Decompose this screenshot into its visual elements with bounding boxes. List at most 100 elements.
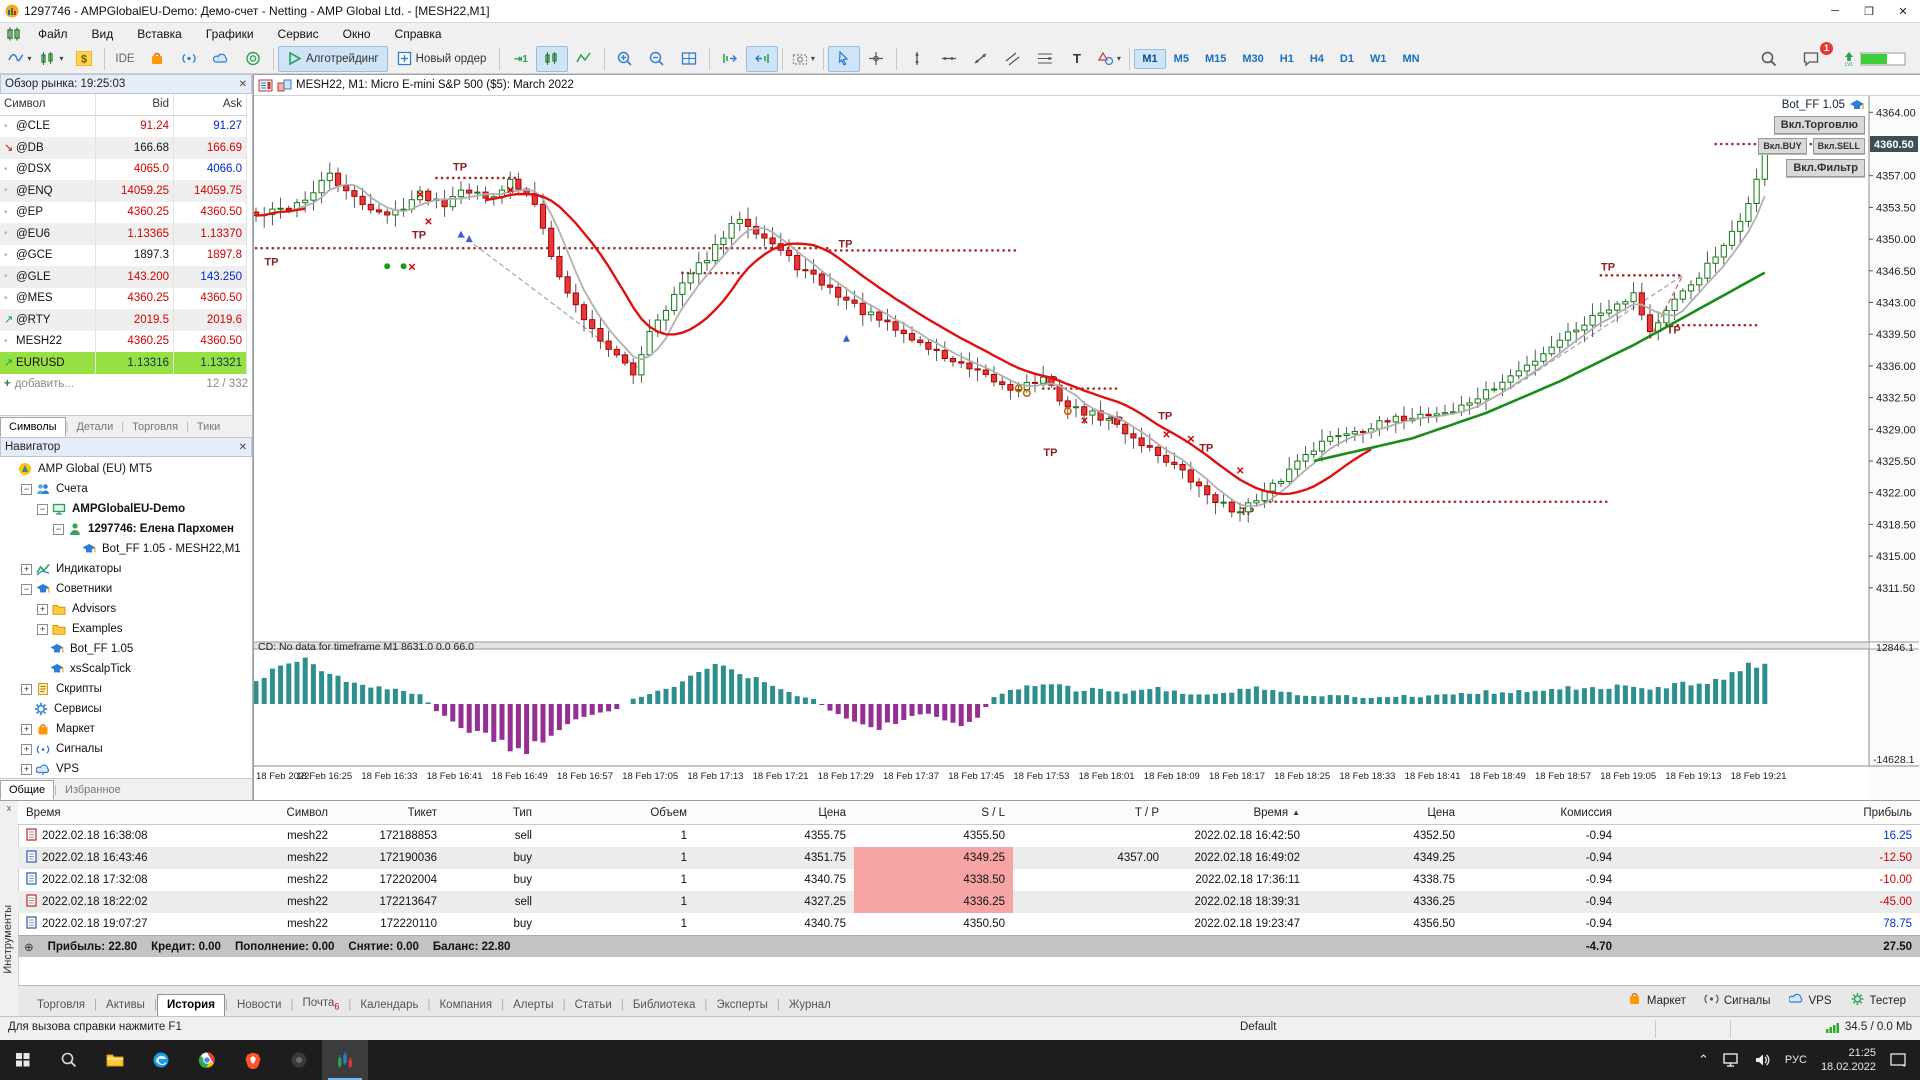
mw-symbol-@DSX[interactable]: • @DSX [0, 158, 96, 180]
toolbox-tab-Почта[interactable]: Почта6 [302, 996, 340, 1011]
text-button[interactable]: T [1061, 46, 1093, 72]
menu-Справка[interactable]: Справка [394, 26, 442, 41]
nav-item-Маркет[interactable]: + Маркет [0, 719, 252, 739]
mw-tab-Торговля[interactable]: Торговля [132, 421, 179, 433]
timeframe-M1[interactable]: M1 [1134, 48, 1166, 69]
collapse-icon[interactable]: − [21, 583, 32, 595]
community-button[interactable] [237, 46, 269, 72]
menu-Вставка[interactable]: Вставка [137, 26, 182, 41]
history-col-5[interactable]: Цена [695, 801, 854, 825]
menu-Окно[interactable]: Окно [342, 26, 371, 41]
market-watch-header[interactable]: Обзор рынка: 19:25:03 ✕ [0, 74, 252, 94]
dock-button-market[interactable]: Маркет [1627, 991, 1686, 1010]
history-col-6[interactable]: S / L [854, 801, 1013, 825]
new-chart-button[interactable]: ▾ [4, 46, 36, 72]
market-button[interactable] [141, 46, 173, 72]
add-symbol-label[interactable]: добавить... [14, 378, 74, 390]
nav-item-Индикаторы[interactable]: + Индикаторы [0, 559, 252, 579]
menu-Файл[interactable]: Файл [38, 26, 68, 41]
taskbar-app-explorer[interactable] [92, 1040, 138, 1080]
history-row-172220110[interactable]: 2022.02.18 19:07:27 mesh22 172220110 buy 1 43… [18, 913, 1920, 935]
mw-symbol-@RTY[interactable]: ↗ @RTY [0, 309, 96, 331]
algo-trading-button[interactable]: Алготрейдинг [278, 45, 388, 72]
taskbar-app-chrome[interactable] [184, 1040, 230, 1080]
enable-filter-button[interactable]: Вкл.Фильтр [1786, 159, 1865, 177]
taskbar-app-start[interactable] [0, 1040, 46, 1080]
toolbox-tab-Торговля[interactable]: Торговля [37, 999, 86, 1011]
signals-button[interactable] [173, 46, 205, 72]
history-col-8[interactable]: Время ▲ [1167, 801, 1308, 825]
taskbar-app-edge[interactable] [138, 1040, 184, 1080]
history-col-10[interactable]: Комиссия [1463, 801, 1620, 825]
ide-button[interactable]: IDE [115, 52, 135, 65]
expand-icon[interactable]: + [21, 763, 32, 775]
mw-col-Bid[interactable]: Bid [96, 94, 174, 116]
notification-center-icon[interactable] [1890, 1052, 1908, 1068]
tray-chevron-icon[interactable]: ⌃ [1698, 1052, 1709, 1067]
expand-icon[interactable]: + [21, 723, 32, 735]
enable-buy-button[interactable]: Вкл.BUY [1758, 138, 1807, 154]
mw-symbol-@EU6[interactable]: • @EU6 [0, 223, 96, 245]
toolbox-tab-Новости[interactable]: Новости [236, 999, 282, 1011]
nav-item-Bot-FF-1-05[interactable]: Bot_FF 1.05 [0, 639, 252, 659]
nav-item-VPS[interactable]: + VPS [0, 759, 252, 779]
nav-item-Советники[interactable]: − Советники [0, 579, 252, 599]
nav-item-Сигналы[interactable]: + Сигналы [0, 739, 252, 759]
expand-icon[interactable]: + [21, 683, 32, 695]
nav-tab-Избранное[interactable]: Избранное [65, 784, 121, 796]
history-row-172202004[interactable]: 2022.02.18 17:32:08 mesh22 172202004 buy 1 43… [18, 869, 1920, 891]
history-col-7[interactable]: T / P [1013, 801, 1167, 825]
toolbox-close-icon[interactable]: x [6, 803, 12, 813]
new-order-button[interactable]: Новый ордер [388, 46, 496, 72]
summary-expand-icon[interactable]: ⊕ [24, 941, 34, 954]
nav-item-Examples[interactable]: + Examples [0, 619, 252, 639]
toolbox-tab-Компания[interactable]: Компания [439, 999, 493, 1011]
trend-line-button[interactable] [965, 46, 997, 72]
nav-tab-Общие[interactable]: Общие [0, 780, 55, 800]
mw-symbol-@DB[interactable]: ↘ @DB [0, 137, 96, 159]
enable-sell-button[interactable]: Вкл.SELL [1812, 138, 1865, 154]
timeframe-W1[interactable]: W1 [1369, 52, 1387, 65]
history-col-4[interactable]: Объем [540, 801, 695, 825]
enable-trading-button[interactable]: Вкл.Торговлю [1773, 116, 1865, 134]
mw-symbol-@CLE[interactable]: • @CLE [0, 115, 96, 137]
taskbar-clock[interactable]: 21:25 18.02.2022 [1821, 1046, 1876, 1075]
mw-symbol-@GCE[interactable]: • @GCE [0, 244, 96, 266]
market-watch-add-row[interactable]: + добавить... 12 / 332 [0, 374, 252, 395]
zoom-in-button[interactable] [609, 46, 641, 72]
fibonacci-button[interactable] [1029, 46, 1061, 72]
restore-button[interactable]: ❐ [1864, 5, 1874, 18]
expand-icon[interactable]: + [21, 563, 32, 575]
mw-symbol-@GLE[interactable]: • @GLE [0, 266, 96, 288]
chart-profiles-button[interactable]: ▾ [36, 46, 68, 72]
language-indicator[interactable]: РУС [1784, 1054, 1807, 1066]
shift-right-button[interactable] [714, 46, 746, 72]
mw-symbol-@MES[interactable]: • @MES [0, 287, 96, 309]
price-axis[interactable]: 4367.504364.004357.004353.504350.004346.… [1868, 96, 1916, 766]
nav-item-Bot-FF-1-05-MESH22-M1[interactable]: Bot_FF 1.05 - MESH22,M1 [0, 539, 252, 559]
mw-symbol-@ENQ[interactable]: • @ENQ [0, 180, 96, 202]
history-row-172188853[interactable]: 2022.02.18 16:38:08 mesh22 172188853 sell 1 4… [18, 825, 1920, 847]
search-button[interactable] [1753, 46, 1785, 72]
tile-windows-button[interactable] [673, 46, 705, 72]
toolbox-tab-Календарь[interactable]: Календарь [360, 999, 419, 1011]
timeframe-M5[interactable]: M5 [1173, 52, 1189, 65]
minimize-button[interactable]: ─ [1831, 5, 1839, 17]
dollar-accounts-button[interactable]: $ [68, 46, 100, 72]
close-button[interactable]: ✕ [1898, 5, 1908, 18]
objects-button[interactable]: ▾ [1093, 46, 1125, 72]
taskbar-app-brave[interactable] [230, 1040, 276, 1080]
market-watch-close-icon[interactable]: ✕ [238, 78, 247, 90]
status-profile[interactable]: Default [1240, 1021, 1277, 1033]
chart-plot[interactable]: 4367.504364.004357.004353.504350.004346.… [254, 96, 1919, 800]
toolbox-tab-Журнал[interactable]: Журнал [788, 999, 831, 1011]
taskbar-app-app-dark[interactable] [276, 1040, 322, 1080]
nav-item-Advisors[interactable]: + Advisors [0, 599, 252, 619]
toolbox-tab-Статьи[interactable]: Статьи [574, 999, 612, 1011]
nav-item-Сервисы[interactable]: Сервисы [0, 699, 252, 719]
history-row-172213647[interactable]: 2022.02.18 18:22:02 mesh22 172213647 sell 1 4… [18, 891, 1920, 913]
history-col-0[interactable]: Время [18, 801, 198, 825]
crosshair-button[interactable] [860, 46, 892, 72]
channel-button[interactable] [997, 46, 1029, 72]
